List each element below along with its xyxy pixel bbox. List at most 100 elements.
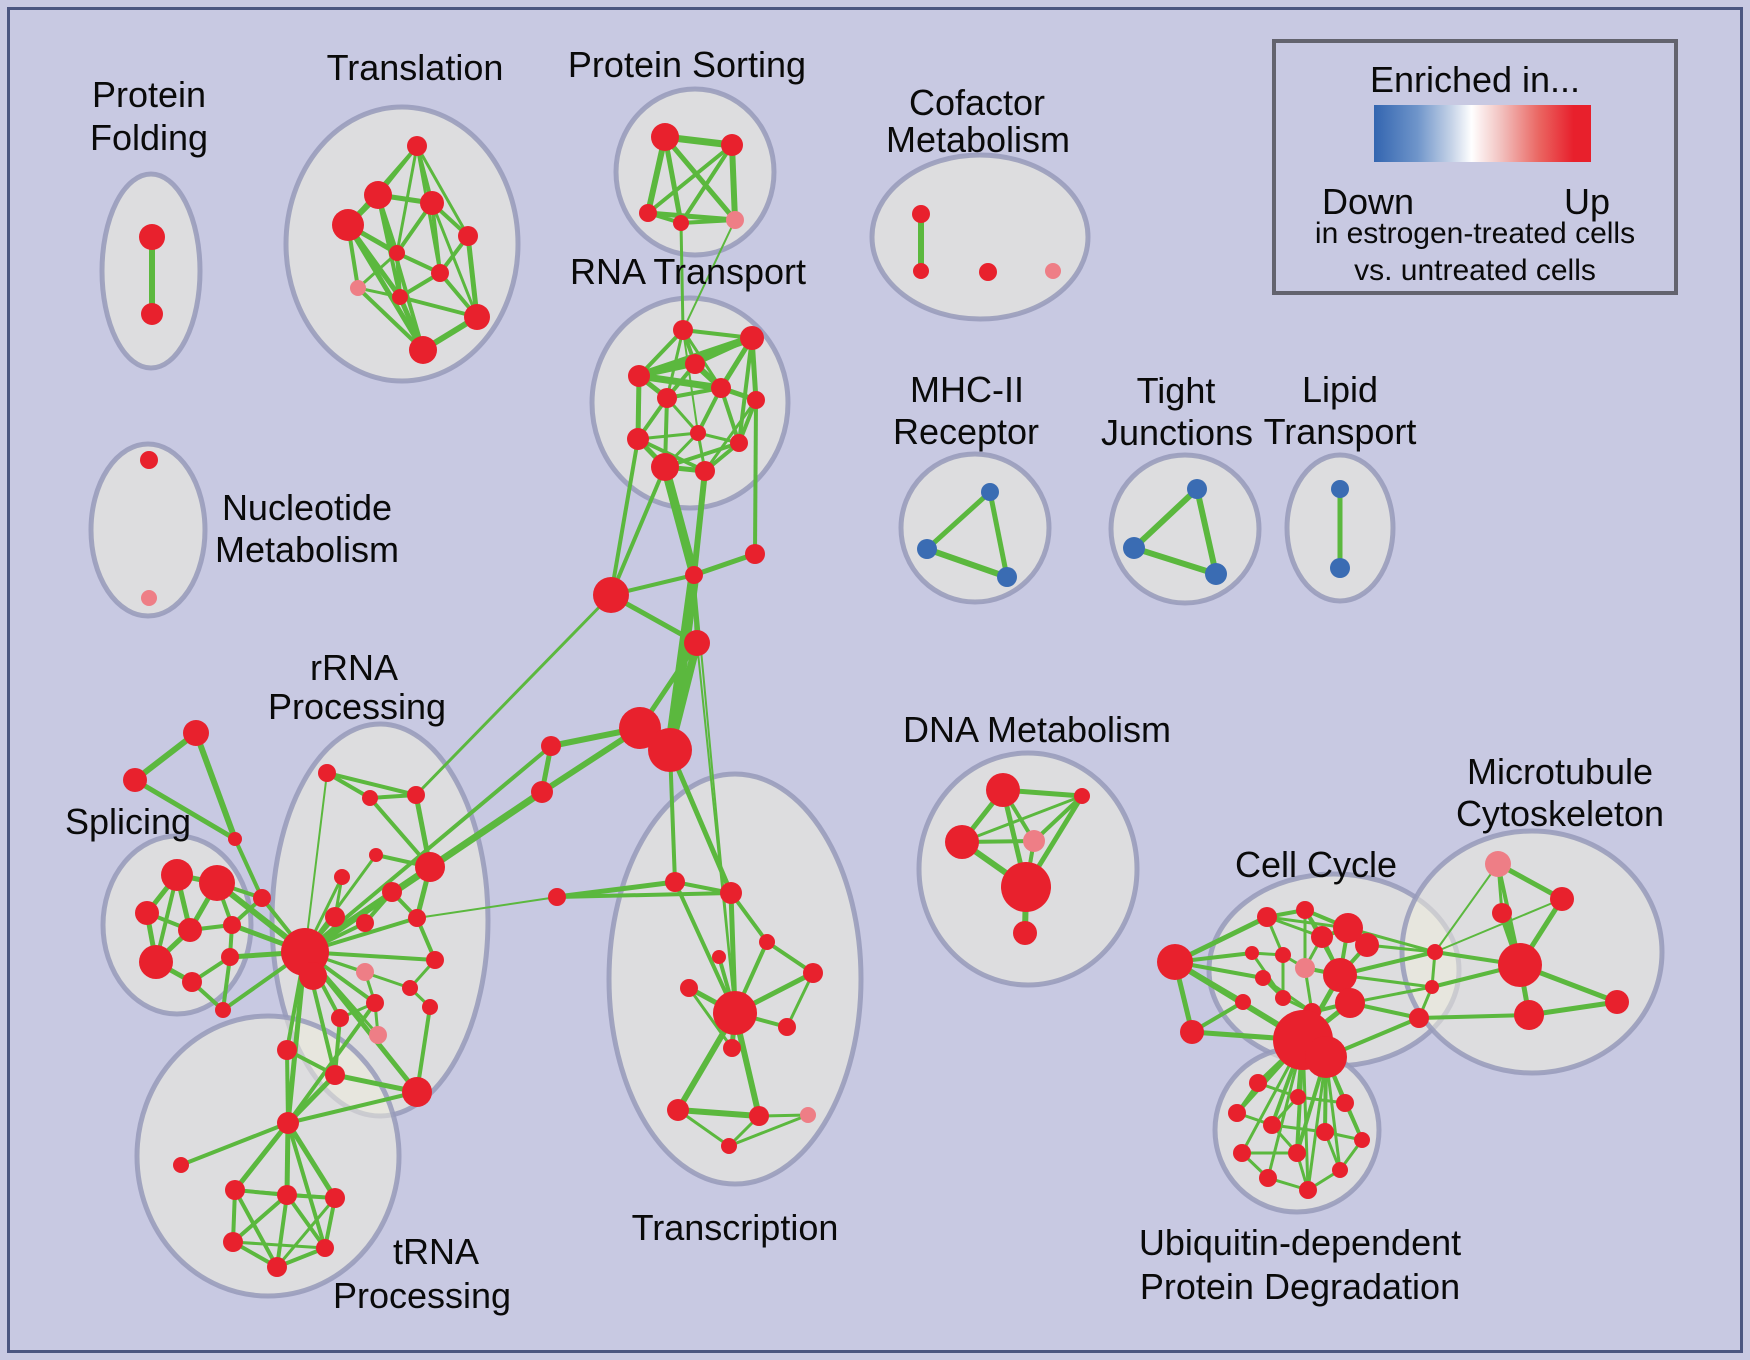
node-tr4 [712,950,726,964]
node-tr1 [665,872,685,892]
edge-tn2-tn7 [233,1189,279,1268]
node-ub4 [1228,1104,1246,1122]
node-cn1 [685,566,703,584]
node-sp10 [215,1002,231,1018]
cluster-label-tight-junctions-line1: Tight [1137,370,1216,411]
node-cn6 [648,728,692,772]
cluster-label-nucleotide-metabolism-line1: Nucleotide [222,487,392,528]
edge-tr9-tr10 [677,1107,760,1119]
node-tr13 [803,963,823,983]
node-tr9 [667,1099,689,1121]
node-rr20 [369,1026,387,1044]
cluster-label-microtubule-cytoskeleton-line2: Cytoskeleton [1456,793,1664,834]
node-ps5 [726,211,744,229]
node-tl6 [389,245,405,261]
edge-tl5-tl10 [465,235,480,318]
edge-tj0-tn2 [233,1121,290,1192]
edge-tr5-tr8 [687,987,734,1049]
node-mj1 [1427,944,1443,960]
node-rr9 [356,914,374,932]
node-rt5 [657,388,677,408]
node-cm1 [912,205,930,223]
node-sp1 [161,859,193,891]
node-tl3 [420,191,444,215]
node-rr17 [277,1040,297,1060]
cluster-label-rna-transport: RNA Transport [570,251,806,292]
node-sp5 [223,916,241,934]
node-rt2 [740,326,764,350]
node-tr3 [759,934,775,950]
node-sp6 [253,889,271,907]
node-ub3 [1336,1094,1354,1112]
edge-rt9-cn3 [609,438,640,596]
cluster-label-dna-metabolism: DNA Metabolism [903,709,1171,750]
edge-tn3-tn6 [285,1193,327,1250]
node-sp8 [182,972,202,992]
node-tl11 [409,336,437,364]
edge-x3-sp6 [233,838,264,899]
node-ub12 [1332,1162,1348,1178]
edge-tl4-tl11 [345,223,426,352]
node-ub2 [1290,1089,1306,1105]
edge-tn4-tn7 [275,1197,337,1268]
cluster-label-cell-cycle: Cell Cycle [1235,844,1397,885]
node-mj2 [1425,980,1439,994]
node-mh2 [917,539,937,559]
node-rt8 [690,425,706,441]
edge-tjn1-tjn2 [1131,486,1200,551]
edge-rr19-tj0 [287,1090,418,1125]
cluster-label-protein-sorting: Protein Sorting [568,44,806,85]
node-rr19 [402,1077,432,1107]
edge-x2-x3 [133,777,237,842]
node-nm2 [141,590,157,606]
node-rr11 [426,951,444,969]
edge-rr2-rr6 [368,796,432,869]
node-ub11 [1299,1181,1317,1199]
cluster-label-trna-processing-line1: tRNA [393,1231,479,1272]
edge-tj0-tn6 [286,1122,327,1249]
node-rr6 [415,852,445,882]
edge-ps2-ps5 [729,144,738,221]
node-rt11 [651,453,679,481]
edge-rr1-rrh [304,772,328,953]
node-uh2 [1305,1036,1347,1078]
legend-color-gradient [1374,105,1591,162]
node-rt7 [747,391,765,409]
node-tl7 [431,264,449,282]
cluster-label-mhc-ii-receptor-line1: MHC-II [910,369,1024,410]
edge-ps1-ps4 [662,136,684,224]
node-rt12 [695,461,715,481]
edge-tj0-tn3 [284,1122,291,1196]
node-rr10 [408,909,426,927]
node-cc9 [1323,958,1357,992]
node-tn2 [225,1180,245,1200]
edge-tn3-tn7 [275,1194,289,1268]
edge-dm2-dm3 [961,794,1083,844]
node-x2 [123,768,147,792]
edge-rr13-tj0 [286,1001,377,1125]
node-tn7 [267,1257,287,1277]
edge-mt1-mj1 [1434,898,1563,953]
node-ps4 [673,215,689,231]
node-dm1 [986,773,1020,807]
cluster-label-lipid-transport-line1: Lipid [1302,369,1378,410]
node-cn8 [531,781,553,803]
node-cc14 [1335,988,1365,1018]
edge-mh1-mh3 [987,491,1010,578]
cluster-ellipse-cofactor-metabolism [869,152,1091,322]
node-tj0 [277,1112,299,1134]
node-dm5 [1001,862,1051,912]
edge-tr12-tr11 [728,1113,809,1148]
node-tl1 [407,136,427,156]
node-tl2 [364,181,392,209]
edge-tn3-tn5 [231,1193,289,1244]
node-mt3 [1514,1000,1544,1030]
edge-cc4-mj1 [1347,926,1436,954]
node-ccl [1157,944,1193,980]
legend-caption-line2: vs. untreated cells [1354,254,1596,287]
edge-rr1-rr3 [326,771,417,797]
cluster-label-ubiquitin-degradation-line2: Protein Degradation [1140,1266,1460,1307]
node-ub8 [1288,1144,1306,1162]
node-tn5 [223,1232,243,1252]
